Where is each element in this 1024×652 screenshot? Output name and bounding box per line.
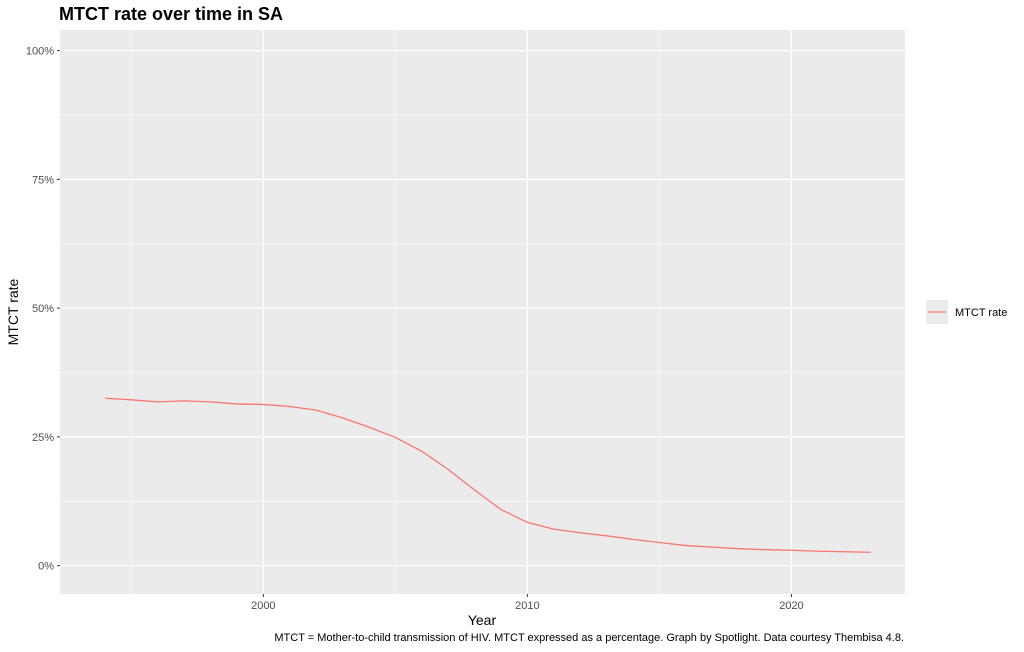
y-tick-label: 75% xyxy=(32,174,54,186)
x-tick-label: 2020 xyxy=(779,600,803,612)
y-tick-label: 100% xyxy=(26,46,54,58)
x-tick-label: 2000 xyxy=(251,600,275,612)
legend: MTCT rate xyxy=(926,300,1007,324)
y-axis-ticks: 0% 25% 50% 75% 100% xyxy=(26,46,60,573)
plot-panel xyxy=(60,30,905,594)
y-tick-label: 25% xyxy=(32,432,54,444)
x-axis-ticks: 2000 2010 2020 xyxy=(251,594,804,612)
y-axis-title: MTCT rate xyxy=(5,278,21,345)
y-tick-label: 0% xyxy=(38,561,54,573)
x-axis-title: Year xyxy=(468,612,497,628)
series-line-mtct-rate xyxy=(104,397,871,553)
caption: MTCT = Mother-to-child transmission of H… xyxy=(274,632,904,644)
y-tick-label: 50% xyxy=(32,303,54,315)
grid-lines xyxy=(60,30,905,594)
chart-title: MTCT rate over time in SA xyxy=(59,4,283,24)
x-tick-label: 2010 xyxy=(515,600,539,612)
legend-label: MTCT rate xyxy=(955,307,1007,319)
series-layer xyxy=(104,397,871,553)
